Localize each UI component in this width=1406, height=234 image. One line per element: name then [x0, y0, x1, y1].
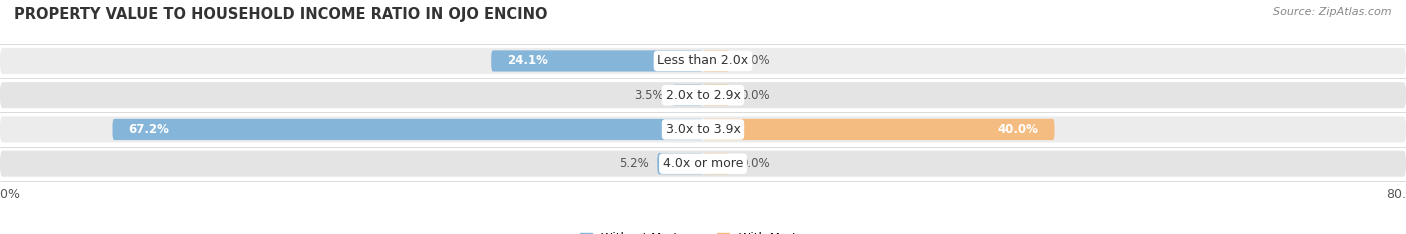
- Text: 2.0x to 2.9x: 2.0x to 2.9x: [665, 89, 741, 102]
- FancyBboxPatch shape: [703, 119, 1054, 140]
- Text: 0.0%: 0.0%: [740, 89, 769, 102]
- FancyBboxPatch shape: [112, 119, 703, 140]
- FancyBboxPatch shape: [0, 117, 1406, 143]
- FancyBboxPatch shape: [0, 151, 1406, 177]
- FancyBboxPatch shape: [0, 82, 1406, 108]
- Text: 5.2%: 5.2%: [619, 157, 648, 170]
- FancyBboxPatch shape: [657, 153, 703, 174]
- Text: 3.0x to 3.9x: 3.0x to 3.9x: [665, 123, 741, 136]
- Legend: Without Mortgage, With Mortgage: Without Mortgage, With Mortgage: [575, 227, 831, 234]
- FancyBboxPatch shape: [491, 50, 703, 72]
- Text: 0.0%: 0.0%: [740, 157, 769, 170]
- Text: Source: ZipAtlas.com: Source: ZipAtlas.com: [1274, 7, 1392, 17]
- Text: 3.5%: 3.5%: [634, 89, 664, 102]
- FancyBboxPatch shape: [703, 153, 730, 174]
- FancyBboxPatch shape: [703, 50, 730, 72]
- FancyBboxPatch shape: [0, 48, 1406, 74]
- Text: 67.2%: 67.2%: [128, 123, 169, 136]
- Text: 24.1%: 24.1%: [508, 55, 548, 67]
- Text: 4.0x or more: 4.0x or more: [662, 157, 744, 170]
- Text: Less than 2.0x: Less than 2.0x: [658, 55, 748, 67]
- Text: 40.0%: 40.0%: [998, 123, 1039, 136]
- Text: 0.0%: 0.0%: [740, 55, 769, 67]
- Text: PROPERTY VALUE TO HOUSEHOLD INCOME RATIO IN OJO ENCINO: PROPERTY VALUE TO HOUSEHOLD INCOME RATIO…: [14, 7, 547, 22]
- FancyBboxPatch shape: [672, 84, 703, 106]
- FancyBboxPatch shape: [703, 84, 730, 106]
